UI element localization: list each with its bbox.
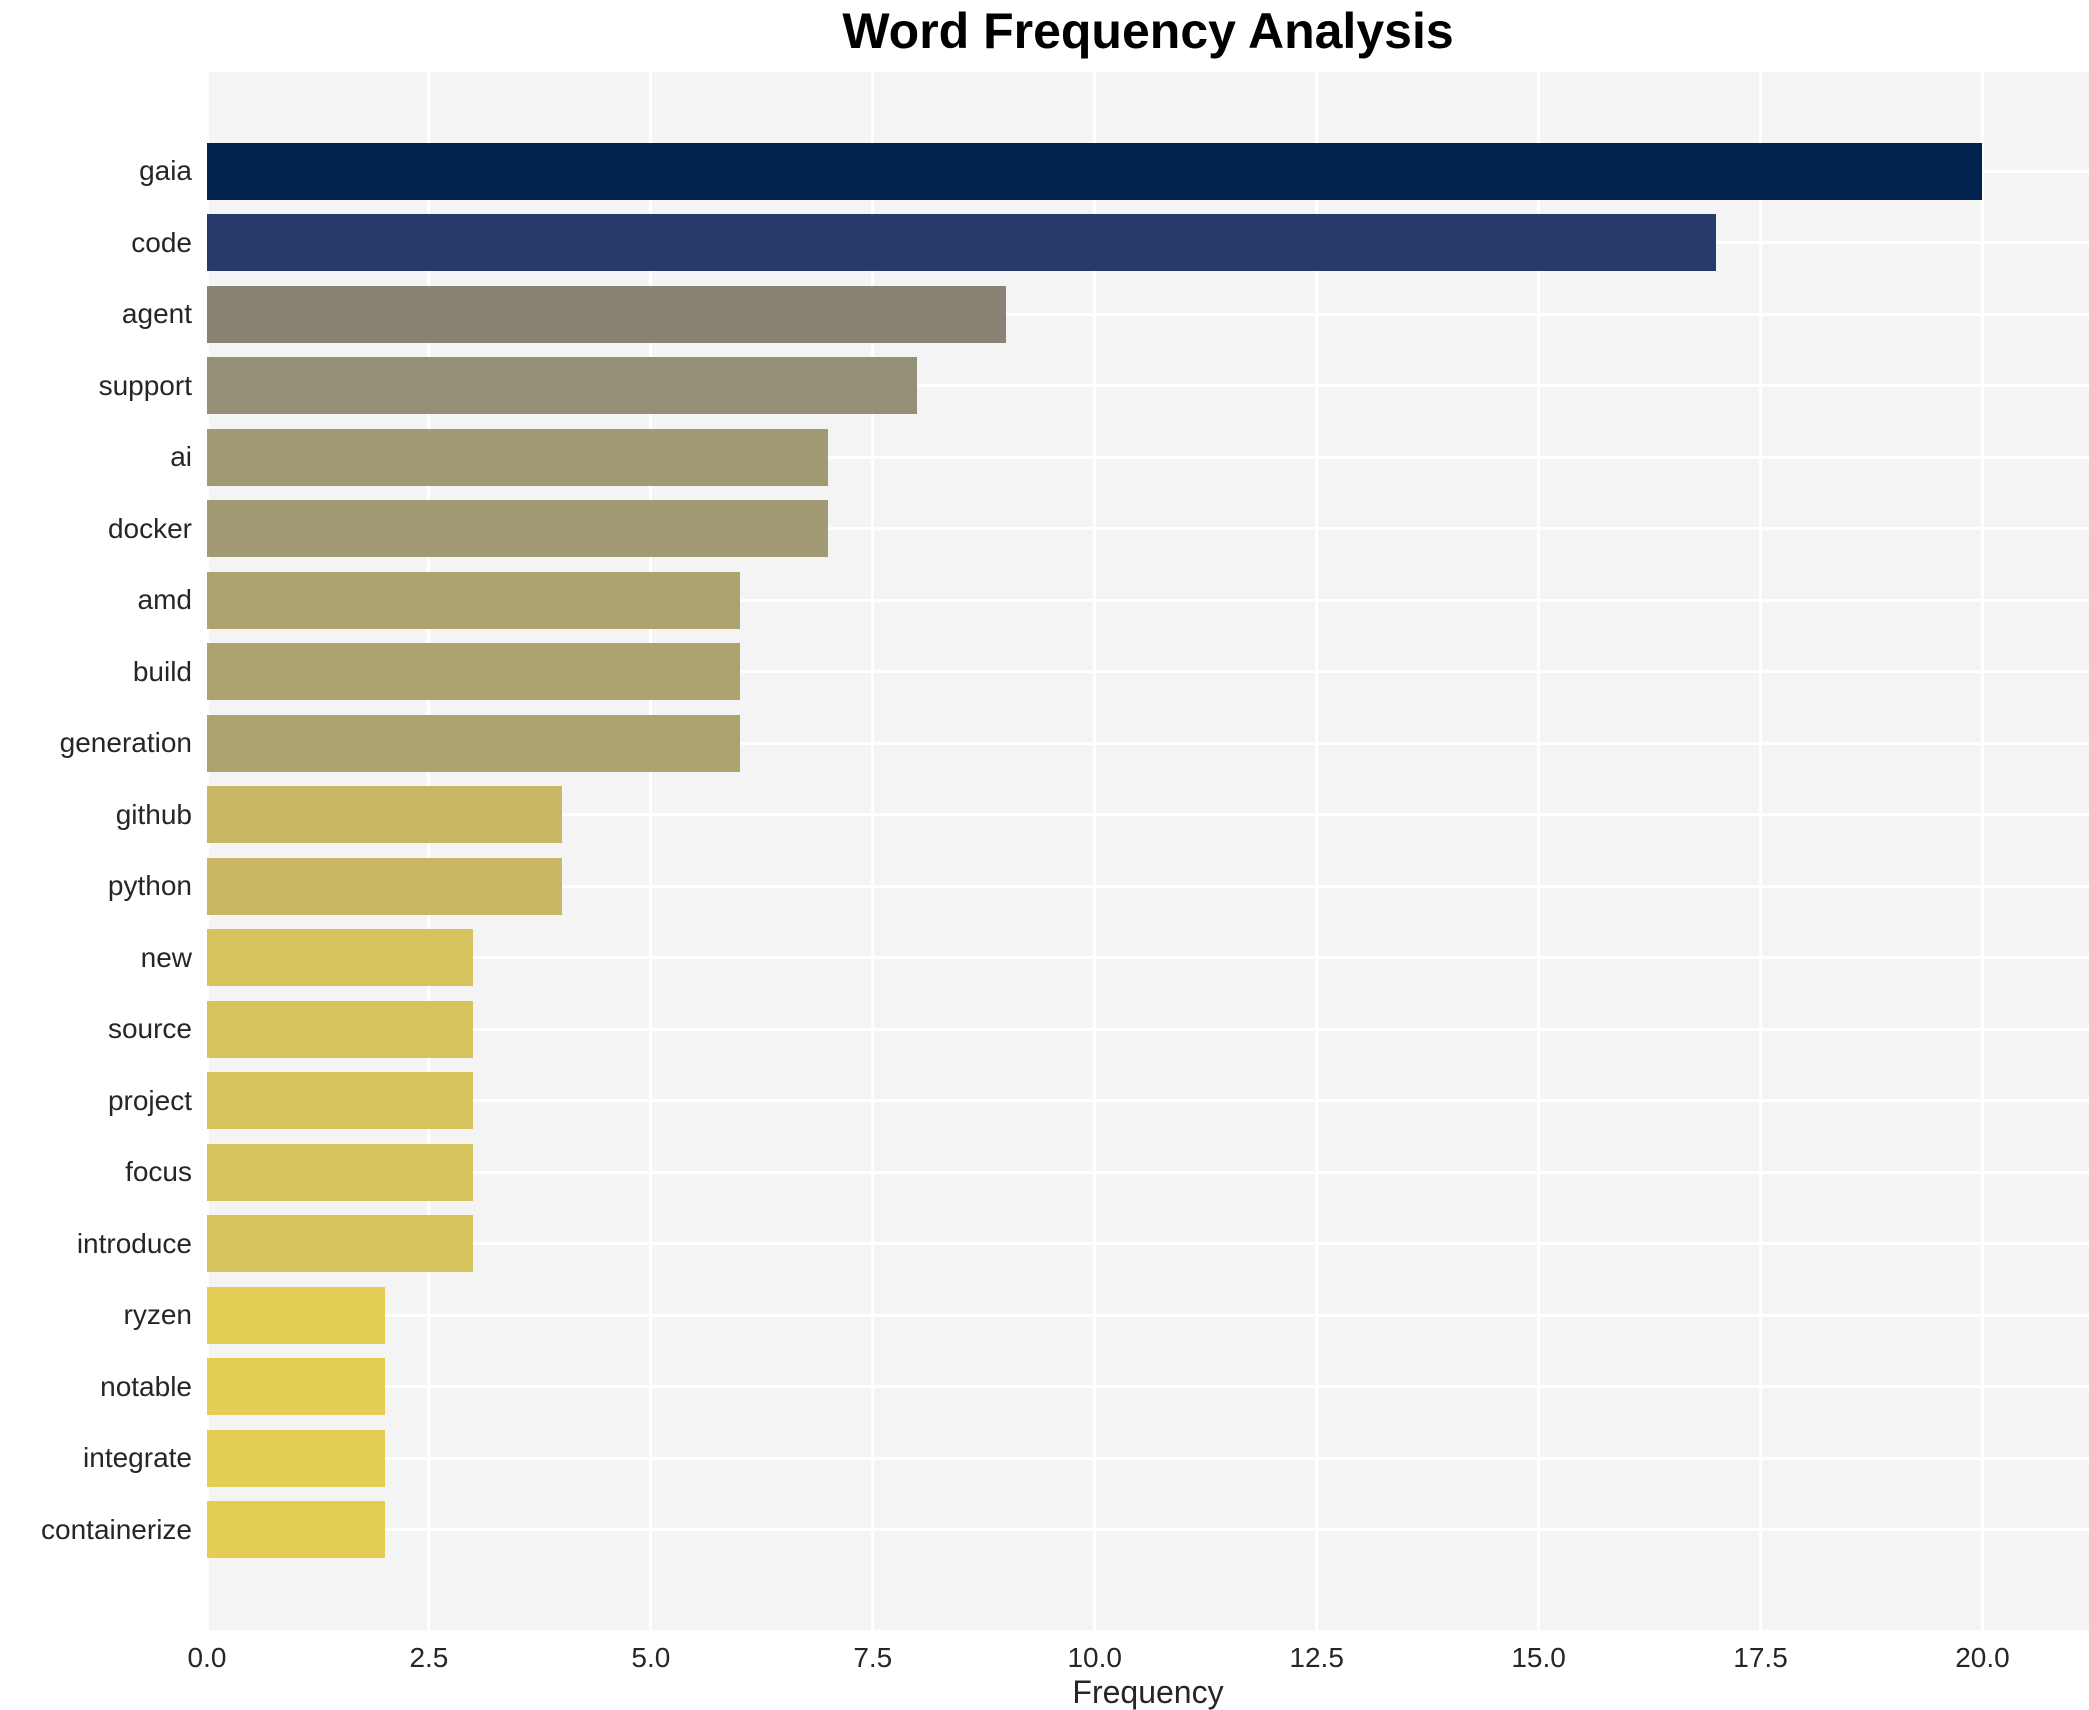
y-tick-label-gaia: gaia (139, 155, 192, 186)
gridline-y-support (207, 384, 2089, 387)
bar-ai (207, 428, 829, 486)
gridline-y-integrate (207, 1456, 2089, 1460)
y-tick-label-notable: notable (100, 1370, 192, 1402)
bar-project (207, 1072, 474, 1129)
bar-docker (207, 500, 829, 557)
x-tick-label-7.5: 7.5 (853, 1642, 893, 1673)
gridline-y-agent (207, 312, 2089, 316)
gridline-x-17.5 (1759, 72, 1763, 1630)
bar-introduce (207, 1215, 474, 1272)
x-tick-label-17.5: 17.5 (1733, 1642, 1788, 1673)
bar-python (207, 857, 563, 915)
gridline-x-0.0 (205, 72, 209, 1630)
x-tick-label-2.5: 2.5 (409, 1642, 449, 1673)
gridline-x-15.0 (1537, 72, 1541, 1630)
bar-notable (207, 1358, 385, 1415)
y-tick-label-github: github (115, 798, 192, 830)
x-tick-label-20.0: 20.0 (1955, 1642, 2010, 1673)
bar-agent (207, 285, 1006, 343)
y-tick-label-amd: amd (137, 584, 192, 615)
y-tick-label-source: source (107, 1013, 192, 1044)
y-tick-label-ryzen: ryzen (123, 1299, 192, 1330)
bar-github (207, 786, 563, 843)
y-tick-label-integrate: integrate (83, 1442, 192, 1473)
gridline-x-20.0 (1980, 72, 1984, 1630)
x-tick-label-12.5: 12.5 (1289, 1642, 1344, 1673)
y-tick-label-docker: docker (107, 512, 192, 544)
y-tick-label-generation: generation (59, 727, 192, 758)
gridline-x-7.5 (871, 72, 875, 1630)
y-tick-label-project: project (107, 1084, 192, 1116)
x-tick-label-15.0: 15.0 (1511, 1642, 1566, 1673)
gridline-y-ryzen (207, 1313, 2089, 1317)
plot-area (205, 72, 2089, 1630)
gridline-y-introduce (207, 1242, 2089, 1245)
gridline-y-docker (207, 527, 2089, 530)
y-tick-label-agent: agent (121, 298, 192, 329)
gridline-y-containerize (207, 1528, 2089, 1531)
bar-generation (207, 714, 740, 772)
gridline-y-new (207, 956, 2089, 959)
gridline-y-project (207, 1099, 2089, 1102)
chart-title: Word Frequency Analysis (842, 3, 1454, 59)
gridline-y-amd (207, 598, 2089, 602)
gridline-y-build (207, 670, 2089, 673)
bar-code (207, 214, 1717, 271)
gridline-y-github (207, 813, 2089, 816)
y-tick-label-focus: focus (125, 1156, 192, 1187)
gridline-x-2.5 (427, 72, 431, 1630)
x-axis-title: Frequency (1072, 1674, 1224, 1710)
x-tick-label-0.0: 0.0 (187, 1642, 227, 1673)
y-tick-label-containerize: containerize (41, 1513, 192, 1545)
gridline-x-5.0 (649, 72, 653, 1630)
x-tick-label-5.0: 5.0 (631, 1642, 671, 1673)
gridline-y-ai (207, 455, 2089, 459)
gridline-y-python (207, 884, 2089, 888)
gridline-y-focus (207, 1170, 2089, 1174)
bar-amd (207, 571, 740, 629)
gridline-y-generation (207, 741, 2089, 745)
bar-integrate (207, 1429, 385, 1487)
y-tick-label-introduce: introduce (76, 1227, 192, 1259)
y-tick-label-ai: ai (170, 441, 192, 472)
x-tick-label-10.0: 10.0 (1067, 1642, 1122, 1673)
y-tick-label-support: support (98, 369, 192, 401)
gridline-y-source (207, 1027, 2089, 1031)
y-tick-label-code: code (131, 226, 192, 258)
y-tick-label-python: python (107, 870, 192, 901)
bar-new (207, 929, 474, 986)
bar-ryzen (207, 1286, 385, 1344)
bar-containerize (207, 1501, 385, 1558)
bar-focus (207, 1143, 474, 1201)
bar-build (207, 643, 740, 700)
gridline-x-12.5 (1315, 72, 1319, 1630)
bar-support (207, 357, 918, 414)
gridline-y-notable (207, 1385, 2089, 1388)
bar-source (207, 1000, 474, 1058)
y-tick-label-new: new (140, 941, 192, 973)
gridline-x-10.0 (1093, 72, 1097, 1630)
y-tick-label-build: build (132, 655, 192, 687)
bar-gaia (207, 142, 1983, 200)
